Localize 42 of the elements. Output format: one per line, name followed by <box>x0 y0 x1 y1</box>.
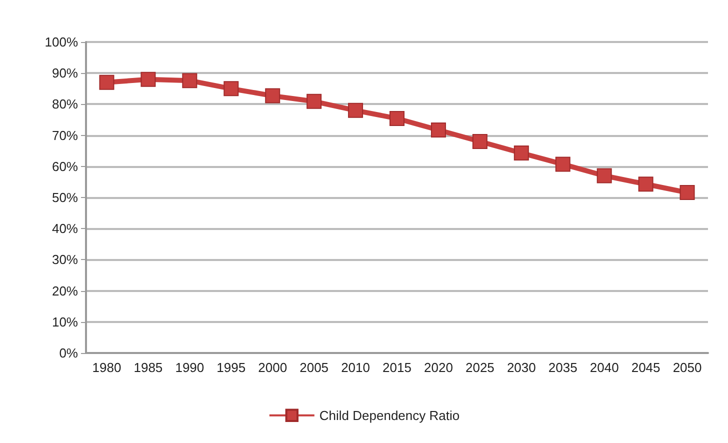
point <box>430 122 446 138</box>
point <box>348 102 364 118</box>
x-tick-label: 2035 <box>548 360 578 375</box>
x-tick-label: 2010 <box>341 360 370 375</box>
legend-label: Child Dependency Ratio <box>319 408 460 423</box>
x-tick-label: 2025 <box>465 360 494 375</box>
y-tick-label: 50% <box>52 190 78 205</box>
point <box>182 73 198 88</box>
y-tick-label: 0% <box>59 346 78 360</box>
y-tick-label: 40% <box>52 221 78 236</box>
point <box>265 88 280 104</box>
point <box>555 156 570 172</box>
y-tick-label: 10% <box>52 314 78 330</box>
y-tick-label: 100% <box>44 34 78 50</box>
point <box>224 81 239 96</box>
y-tick-label: 60% <box>52 158 78 174</box>
point <box>140 72 156 87</box>
y-tick-label: 30% <box>52 252 78 268</box>
x-tick-label: 2040 <box>590 360 619 375</box>
x-tick-label: 2015 <box>382 360 412 375</box>
y-tick-label: 80% <box>52 96 78 112</box>
point <box>99 74 114 90</box>
y-tick-label: 90% <box>52 66 78 81</box>
point <box>390 111 404 126</box>
x-tick-label: 2020 <box>424 360 453 375</box>
x-tick-label: 1990 <box>175 360 204 375</box>
x-tick-label: 2030 <box>506 360 536 375</box>
x-tick-label: 2050 <box>672 360 702 375</box>
x-tick-label: 1985 <box>134 360 163 375</box>
x-tick-label: 1995 <box>216 360 246 375</box>
y-tick-label: 20% <box>52 283 78 298</box>
point <box>638 176 654 192</box>
y-tick-label: 70% <box>52 128 78 143</box>
point <box>306 94 322 109</box>
x-tick-label: 2005 <box>300 360 329 375</box>
point <box>596 168 612 184</box>
point <box>514 146 529 161</box>
point <box>472 134 488 150</box>
point <box>680 185 695 200</box>
x-tick-label: 2000 <box>258 360 288 375</box>
x-tick-label: 2045 <box>631 360 660 375</box>
x-tick-label: 1980 <box>92 360 122 375</box>
